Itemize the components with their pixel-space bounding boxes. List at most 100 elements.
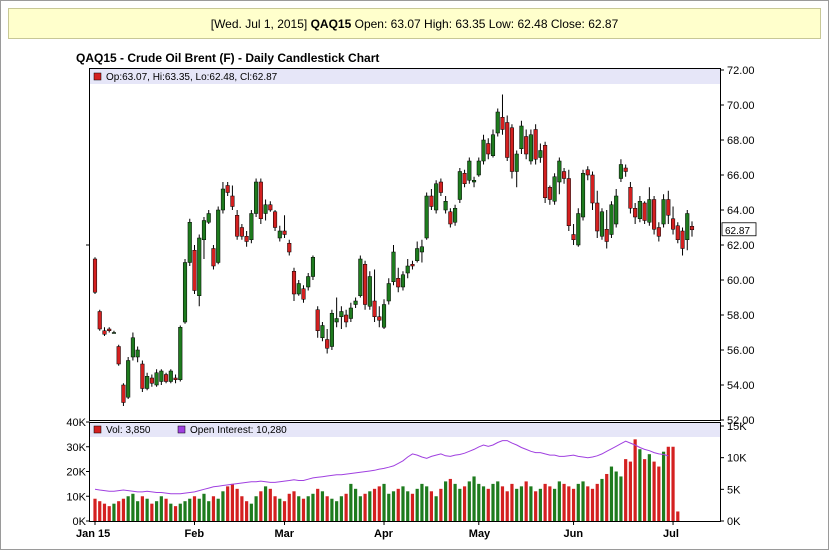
- volume-bar: [628, 461, 633, 521]
- candle-body: [495, 111, 500, 134]
- candle: [111, 330, 117, 334]
- candle: [140, 360, 145, 392]
- volume-bar: [496, 481, 500, 521]
- volume-bar: [297, 496, 301, 521]
- price-tick-label: 58.00: [727, 310, 755, 322]
- candle-body: [358, 258, 363, 296]
- candle-body: [562, 171, 567, 179]
- candle: [201, 217, 207, 259]
- candle-body: [135, 349, 140, 358]
- volume-bar: [107, 506, 111, 521]
- volume-bar: [306, 496, 310, 521]
- volume-bar: [311, 493, 315, 521]
- candle-body: [201, 220, 207, 240]
- candle: [509, 124, 515, 179]
- candle: [220, 182, 225, 214]
- quote-symbol: QAQ15: [310, 16, 352, 31]
- candle-body: [320, 325, 325, 338]
- candle: [249, 210, 254, 244]
- candle: [211, 245, 216, 270]
- volume-bar: [486, 488, 490, 521]
- candle: [225, 182, 230, 196]
- candle-body: [121, 384, 126, 403]
- volume-bar: [121, 498, 126, 521]
- volume-bar: [316, 488, 320, 521]
- candle-body: [173, 377, 178, 380]
- candle-body: [301, 288, 306, 300]
- candle-body: [680, 230, 685, 249]
- candle: [562, 168, 567, 184]
- x-tick-label: Jun: [564, 528, 584, 540]
- candle: [192, 245, 197, 294]
- candle: [500, 94, 505, 135]
- candle: [377, 306, 382, 328]
- candle-body: [642, 202, 647, 221]
- oi-tick-label: 10K: [727, 453, 747, 465]
- candle-body: [623, 167, 628, 172]
- volume-bar: [519, 486, 524, 521]
- quote-low-label: Low:: [488, 16, 515, 31]
- candle: [287, 239, 292, 256]
- candle-body: [604, 229, 609, 242]
- candle-body: [197, 237, 202, 296]
- candle: [301, 285, 306, 303]
- candle: [462, 169, 467, 188]
- volume-bar: [448, 478, 452, 521]
- volume-bar: [581, 481, 585, 521]
- price-legend: Op:63.07, Hi:63.35, Lo:62.48, Cl:62.87: [106, 72, 278, 83]
- quote-high: 63.35: [455, 16, 486, 31]
- volume-bar: [216, 498, 220, 521]
- volume-tick-label: 40K: [66, 417, 86, 429]
- candle-body: [405, 265, 410, 274]
- candle: [424, 192, 429, 240]
- candle-body: [547, 187, 552, 200]
- price-tick-label: 52.00: [727, 415, 755, 427]
- candle: [102, 327, 107, 336]
- candle: [344, 309, 349, 328]
- price-tick-label: 72.00: [727, 65, 755, 77]
- candle: [329, 309, 334, 350]
- candle-body: [310, 257, 316, 277]
- volume-bar: [609, 466, 614, 521]
- candle: [296, 280, 301, 296]
- volume-bar: [325, 496, 329, 521]
- candle-body: [661, 199, 666, 225]
- volume-bar: [410, 493, 415, 521]
- candle: [590, 171, 595, 210]
- candle: [557, 157, 562, 195]
- volume-bar: [600, 478, 604, 521]
- candle: [396, 267, 401, 293]
- candle: [571, 224, 576, 245]
- candle-body: [254, 181, 259, 214]
- candle: [471, 176, 477, 188]
- volume-bar: [173, 506, 178, 521]
- candle: [372, 269, 377, 322]
- candle: [528, 129, 533, 165]
- open-interest-line: [94, 440, 669, 495]
- volume-bar: [131, 493, 135, 521]
- volume-bar: [240, 496, 244, 521]
- candle-body: [164, 374, 169, 382]
- volume-bar: [150, 503, 154, 521]
- candle-body: [609, 204, 614, 235]
- x-tick-label: Jul: [663, 528, 679, 540]
- candle-body: [514, 153, 519, 172]
- candle-body: [239, 227, 244, 237]
- candle-body: [666, 199, 671, 216]
- volume-bar: [614, 471, 618, 521]
- candle-body: [471, 180, 477, 183]
- oi-tick-label: 5K: [727, 484, 741, 496]
- volume-bar: [652, 461, 656, 521]
- candle: [320, 322, 325, 342]
- candle: [348, 302, 353, 322]
- oi-legend: Open Interest: 10,280: [190, 425, 287, 436]
- candle-body: [145, 376, 150, 389]
- volume-bar: [453, 483, 457, 521]
- candle-body: [187, 222, 192, 263]
- candle-body: [230, 195, 235, 207]
- candle-body: [434, 183, 439, 211]
- volume-bar: [534, 491, 538, 521]
- volume-bar: [462, 486, 467, 521]
- candle-body: [102, 330, 107, 335]
- candle-body: [377, 316, 382, 321]
